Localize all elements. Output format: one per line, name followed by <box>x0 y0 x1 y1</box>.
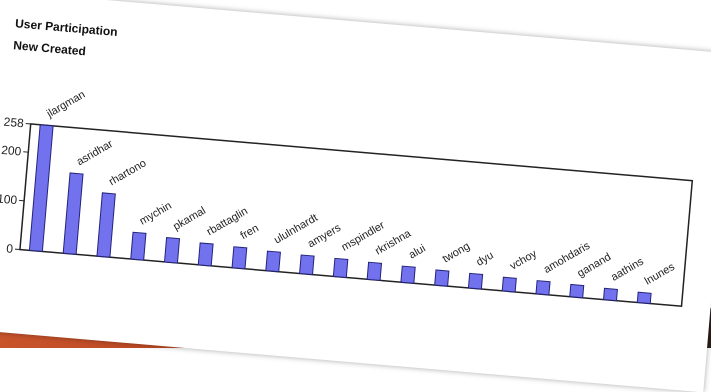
bar <box>502 277 516 292</box>
bar <box>97 193 115 257</box>
y-tick-label: 200 <box>1 143 22 159</box>
bar <box>333 258 347 277</box>
plot-frame <box>20 124 692 306</box>
y-tick-label: 100 <box>0 192 18 208</box>
category-label: fren <box>238 222 260 242</box>
category-label: jlargman <box>44 89 87 121</box>
bar <box>468 273 482 289</box>
bar <box>300 255 315 275</box>
category-label: lnunes <box>643 261 677 288</box>
category-label: dyu <box>474 249 495 268</box>
bar <box>198 243 213 266</box>
bar <box>637 292 651 303</box>
bar <box>232 247 247 269</box>
category-label: aathins <box>609 255 646 283</box>
bar <box>570 284 584 297</box>
category-label: pkamal <box>171 205 208 233</box>
y-tick-label: 0 <box>6 241 14 256</box>
bar <box>131 232 146 260</box>
category-label: mychin <box>138 200 174 228</box>
bar <box>164 238 179 263</box>
bar <box>536 281 550 295</box>
category-label: twong <box>441 240 472 265</box>
category-label: asridhar <box>75 138 116 168</box>
bar <box>604 288 618 300</box>
y-tick-label: 258 <box>3 115 24 131</box>
category-label: rhartono <box>107 157 148 188</box>
category-label: alui <box>407 242 428 261</box>
bar <box>29 125 53 252</box>
bar <box>63 173 83 254</box>
bar <box>266 251 281 272</box>
bar <box>401 266 415 283</box>
bar <box>435 270 449 286</box>
category-label: vchoy <box>508 248 539 273</box>
bar <box>367 262 381 280</box>
